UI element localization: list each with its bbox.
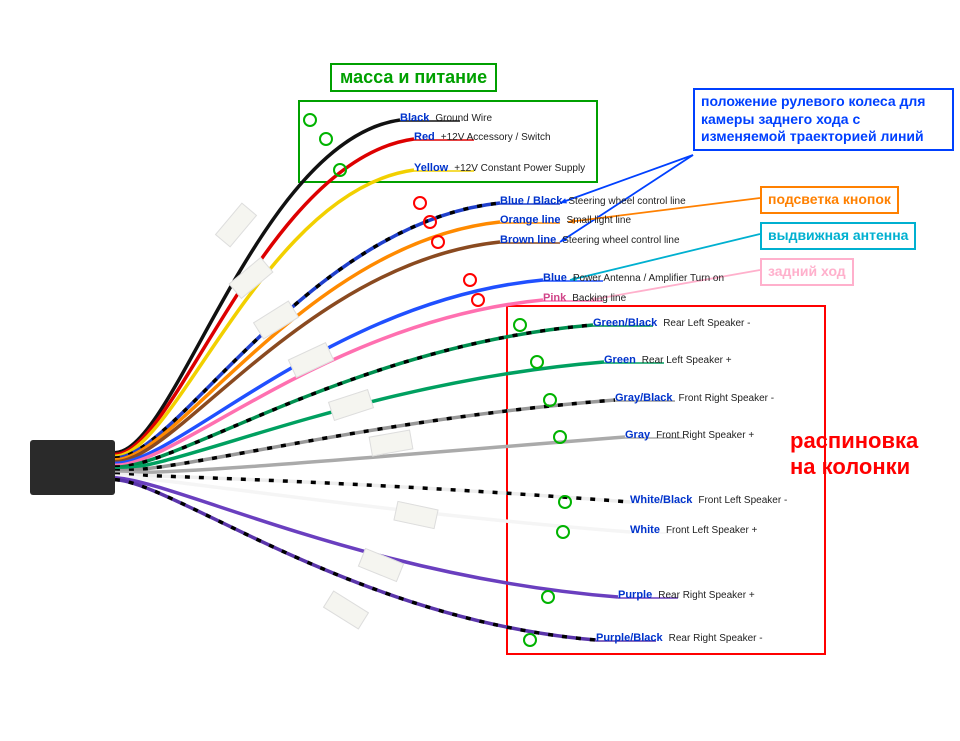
connector-plug (30, 440, 115, 495)
box-steering: положение рулевого колеса длякамеры задн… (693, 88, 954, 151)
wire-label: PurpleRear Right Speaker + (618, 589, 755, 601)
title-speakers: распиновкана колонки (790, 428, 918, 480)
wire-marker (423, 215, 437, 229)
wire-marker (558, 495, 572, 509)
wire-label: BlackGround Wire (400, 112, 492, 124)
wire-label: Gray/BlackFront Right Speaker - (615, 392, 774, 404)
wire-marker (556, 525, 570, 539)
wire-label: BluePower Antenna / Amplifier Turn on (543, 272, 724, 284)
wire-marker (530, 355, 544, 369)
wire-marker (333, 163, 347, 177)
wire-marker (541, 590, 555, 604)
wire-marker (303, 113, 317, 127)
wire-marker (413, 196, 427, 210)
wire-marker (431, 235, 445, 249)
wire-marker (513, 318, 527, 332)
wire-label: Orange lineSmall light line (500, 214, 631, 226)
wire-marker (471, 293, 485, 307)
wire-label: Green/BlackRear Left Speaker - (593, 317, 750, 329)
wire-label: PinkBacking line (543, 292, 626, 304)
title-power: масса и питание (330, 63, 497, 92)
box-antenna: выдвижная антенна (760, 222, 916, 250)
wire-label: WhiteFront Left Speaker + (630, 524, 757, 536)
wire-marker (319, 132, 333, 146)
wire-label: Blue / BlackSteering wheel control line (500, 195, 686, 207)
wire-marker (543, 393, 557, 407)
wire-label: Yellow+12V Constant Power Supply (414, 162, 585, 174)
wire-label: Brown lineSteering wheel control line (500, 234, 680, 246)
wire-label: Purple/BlackRear Right Speaker - (596, 632, 763, 644)
wire-label: White/BlackFront Left Speaker - (630, 494, 787, 506)
wire-marker (523, 633, 537, 647)
box-light: подсветка кнопок (760, 186, 899, 214)
box-reverse: задний ход (760, 258, 854, 286)
wire-label: GrayFront Right Speaker + (625, 429, 754, 441)
wire-label: Red+12V Accessory / Switch (414, 131, 551, 143)
wire-marker (553, 430, 567, 444)
wire-marker (463, 273, 477, 287)
wire-label: GreenRear Left Speaker + (604, 354, 732, 366)
